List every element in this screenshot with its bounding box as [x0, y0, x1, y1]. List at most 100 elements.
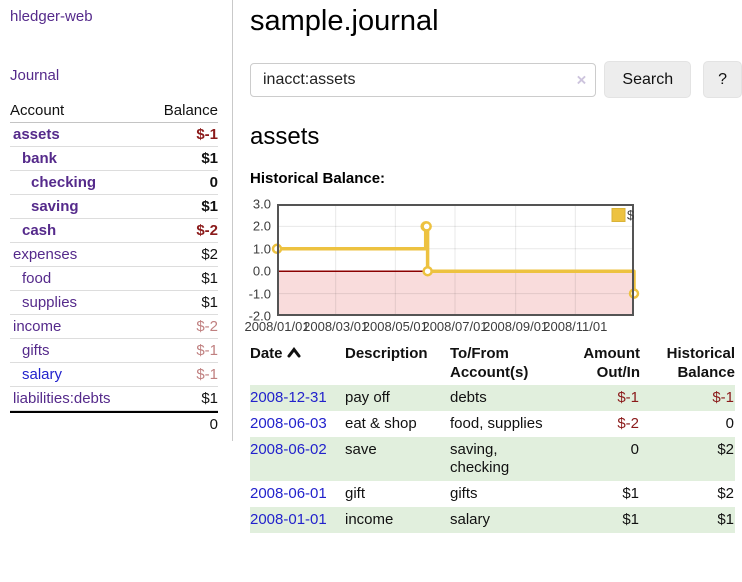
- search-button[interactable]: Search: [604, 61, 692, 98]
- account-row: salary $-1: [10, 363, 218, 387]
- historical-balance-value: 0: [725, 415, 734, 432]
- date-link[interactable]: 2008-06-01: [250, 485, 327, 502]
- chart-title: Historical Balance:: [250, 170, 386, 187]
- y-axis-tick-label: 3.0: [252, 196, 271, 212]
- app-title-link[interactable]: hledger-web: [10, 8, 93, 25]
- account-balance: $1: [201, 294, 218, 311]
- accounts-total-row: 0: [10, 411, 218, 436]
- accounts-cell: debts: [450, 389, 487, 406]
- account-balance: $-2: [196, 222, 218, 239]
- chart-legend: $: [611, 208, 635, 223]
- main-content: sample.journal × Search ? assets Histori…: [233, 0, 742, 533]
- account-link[interactable]: cash: [22, 222, 57, 239]
- register-row: 2008-06-03 eat & shop food, supplies $-2 0: [250, 411, 735, 437]
- account-link[interactable]: expenses: [13, 246, 78, 263]
- search-bar: × Search ?: [250, 61, 742, 98]
- account-link[interactable]: saving: [31, 198, 79, 215]
- account-row: food $1: [10, 267, 218, 291]
- account-link[interactable]: income: [13, 318, 62, 335]
- account-link[interactable]: supplies: [22, 294, 78, 311]
- account-balance: $-1: [196, 126, 218, 143]
- date-link[interactable]: 2008-06-03: [250, 415, 327, 432]
- x-axis-tick-label: 2008/01/01: [244, 319, 310, 334]
- account-heading: assets: [250, 123, 320, 150]
- account-balance: $1: [201, 390, 218, 407]
- historical-balance-value: $1: [717, 511, 734, 528]
- register-column-header[interactable]: Historical Balance: [666, 345, 735, 381]
- account-row: expenses $2: [10, 243, 218, 267]
- accounts-cell: gifts: [450, 485, 478, 502]
- amount-value: 0: [630, 441, 639, 458]
- account-balance: $2: [201, 246, 218, 263]
- accounts-total-value: 0: [209, 416, 218, 433]
- register-column-header[interactable]: To/From Account(s): [450, 345, 529, 381]
- account-link[interactable]: bank: [22, 150, 58, 167]
- account-row: income $-2: [10, 315, 218, 339]
- historical-balance-value: $2: [717, 485, 734, 502]
- register-row: 2008-12-31 pay off debts $-1 $-1: [250, 385, 735, 411]
- register-row: 2008-06-01 gift gifts $1 $2: [250, 481, 735, 507]
- search-input[interactable]: [250, 62, 597, 97]
- x-axis-tick-label: 2008/03/01: [303, 319, 369, 334]
- account-link[interactable]: assets: [13, 126, 60, 143]
- date-link[interactable]: 2008-12-31: [250, 389, 327, 406]
- account-balance: $-2: [196, 318, 218, 335]
- balance-chart[interactable]: $3.0 2.0 1.0 0.0 -1.0 -2.0 2008/01/01 2008/03/0…: [244, 197, 640, 334]
- account-balance: $1: [201, 270, 218, 287]
- account-link[interactable]: liabilities:debts: [13, 390, 111, 407]
- account-balance: $1: [201, 198, 218, 215]
- account-link[interactable]: salary: [22, 366, 63, 383]
- register-column-header[interactable]: Description: [345, 345, 428, 362]
- x-axis-tick-label: 2008/09/01: [483, 319, 549, 334]
- y-axis-tick-label: 0.0: [252, 263, 271, 279]
- account-balance: $-1: [196, 366, 218, 383]
- account-row: cash $-2: [10, 219, 218, 243]
- register-column-header[interactable]: Amount Out/In: [583, 345, 640, 381]
- account-row: liabilities:debts $1: [10, 387, 218, 411]
- balance-chart-svg: $: [271, 204, 640, 316]
- balance-column-header: Balance: [163, 102, 218, 119]
- sidebar-item-journal[interactable]: Journal: [10, 67, 60, 84]
- description-cell: income: [345, 511, 394, 528]
- date-link[interactable]: 2008-01-01: [250, 511, 327, 528]
- description-cell: pay off: [345, 389, 390, 406]
- register-table: Date Description To/From Account(s) Amount Ou…: [250, 341, 735, 533]
- account-balance: $1: [201, 150, 218, 167]
- register-row: 2008-06-02 save saving, checking 0 $2: [250, 437, 735, 481]
- help-button[interactable]: ?: [703, 61, 742, 98]
- account-link[interactable]: food: [22, 270, 52, 287]
- description-cell: gift: [345, 485, 366, 502]
- amount-value: $-2: [617, 415, 639, 432]
- historical-balance-value: $-1: [712, 389, 734, 406]
- account-balance: $-1: [196, 342, 218, 359]
- date-link[interactable]: 2008-06-02: [250, 441, 327, 458]
- account-row: gifts $-1: [10, 339, 218, 363]
- historical-balance-value: $2: [717, 441, 734, 458]
- register-header-row: Date Description To/From Account(s) Amount Ou…: [250, 341, 735, 385]
- search-box: ×: [250, 62, 597, 97]
- accounts-cell: salary: [450, 511, 491, 528]
- account-row: saving $1: [10, 195, 218, 219]
- y-axis-tick-label: -2.0: [248, 308, 271, 324]
- y-axis-tick-label: 2.0: [252, 218, 271, 234]
- accounts-list: assets $-1 bank $1 checking 0 saving $1 cash $-2 e…: [10, 123, 218, 411]
- account-row: supplies $1: [10, 291, 218, 315]
- y-axis-tick-label: 1.0: [252, 241, 271, 257]
- accounts-table-header: Account Balance: [10, 99, 218, 123]
- account-link[interactable]: gifts: [22, 342, 50, 359]
- amount-value: $1: [622, 511, 639, 528]
- register-row: 2008-01-01 income salary $1 $1: [250, 507, 735, 533]
- accounts-table: Account Balance assets $-1 bank $1 checking 0…: [10, 99, 218, 436]
- clear-search-icon[interactable]: ×: [576, 70, 587, 89]
- account-link[interactable]: checking: [31, 174, 97, 191]
- page-title: sample.journal: [250, 5, 439, 37]
- account-row: checking 0: [10, 171, 218, 195]
- account-row: assets $-1: [10, 123, 218, 147]
- accounts-cell: food, supplies: [450, 415, 543, 432]
- legend-series-label: $: [627, 208, 635, 223]
- accounts-cell: saving, checking: [450, 441, 510, 476]
- account-row: bank $1: [10, 147, 218, 171]
- x-axis-tick-label: 2008/07/01: [422, 319, 488, 334]
- register-column-header[interactable]: Date: [250, 341, 345, 385]
